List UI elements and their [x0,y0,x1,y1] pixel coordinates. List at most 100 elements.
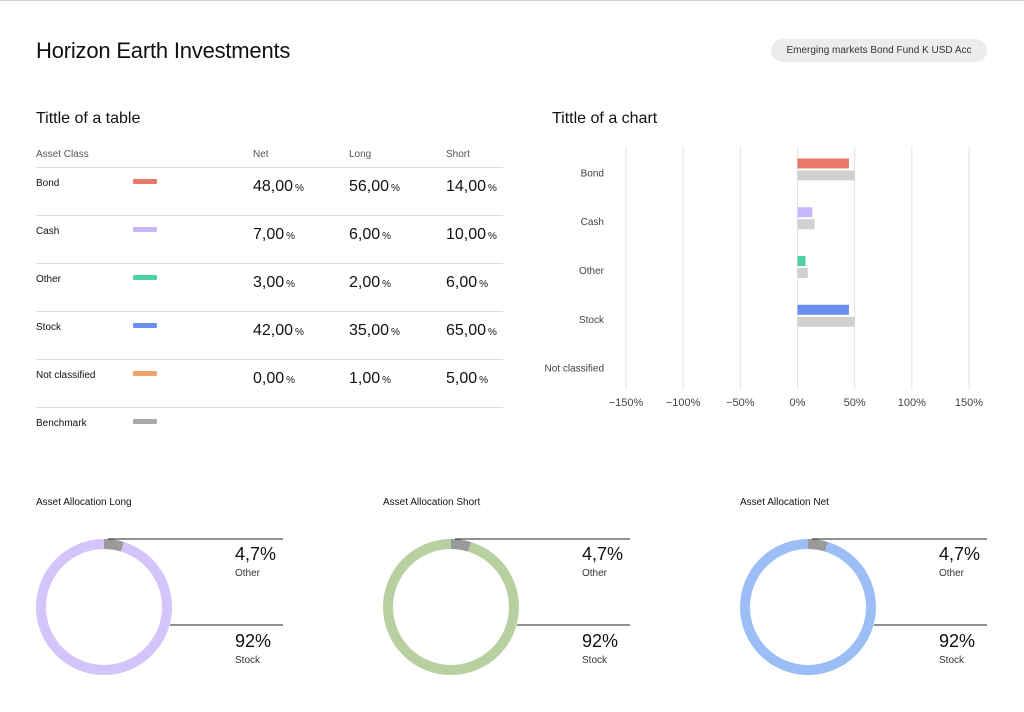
table-row: Bond 48,00% 56,00% 14,00% [36,168,503,216]
percent-sign: % [286,375,296,386]
percent-sign: % [295,183,304,194]
chart-title: Tittle of a chart [552,110,658,127]
value-long: 1,00% [349,370,391,388]
x-tick-label: −50% [726,397,755,409]
x-tick-label: 100% [898,397,926,409]
col-header-asset-class: Asset Class [36,149,89,160]
x-tick-label: −100% [666,397,701,409]
table-row: Stock 42,00% 35,00% 65,00% [36,312,503,360]
table-row: Not classified 0,00% 1,00% 5,00% [36,360,503,408]
value-short: 65,00% [446,322,497,340]
table-header: Asset Class Net Long Short [36,146,503,168]
legend-swatch [133,179,157,184]
asset-class-label: Benchmark [36,418,87,429]
stock-share-value: 92% [939,631,976,651]
allocation-table: Asset Class Net Long Short Bond 48,00% 56,… [36,146,503,455]
value-number: 1,00 [349,370,381,387]
legend-swatch [133,419,157,424]
other-share-value: 4,7% [235,544,277,564]
value-number: 7,00 [253,226,285,243]
percent-sign: % [391,327,400,338]
donut-segment-other [103,539,124,552]
fund-selector[interactable]: Emerging markets Bond Fund K USD Acc [771,39,987,62]
value-number: 2,00 [349,274,381,291]
legend-swatch [133,227,157,232]
col-header-net: Net [253,149,269,160]
x-tick-label: 50% [844,397,866,409]
col-header-short: Short [446,149,470,160]
asset-class-label: Bond [36,178,60,189]
bar-chart: −150% −100% −50% 0% 50% 100% 150% Bond Cash Other… [545,146,983,409]
percent-sign: % [382,375,392,386]
top-divider [0,0,1024,1]
bar-benchmark [797,219,815,230]
percent-sign: % [479,279,489,290]
other-share-label: Other [939,568,965,579]
page-title: Horizon Earth Investments [36,38,291,63]
y-category-label: Not classified [545,364,604,375]
value-short: 5,00% [446,370,488,388]
value-short: 6,00% [446,274,488,292]
percent-sign: % [286,279,296,290]
other-share-value: 4,7% [582,544,624,564]
donut-segment-stock [36,539,172,675]
other-share-label: Other [582,568,608,579]
table-body: Bond 48,00% 56,00% 14,00% Cash 7,00% 6,00% 10,0… [36,168,503,455]
donut-chart [740,538,987,675]
value-number: 0,00 [253,370,285,387]
stock-share-label: Stock [235,655,261,666]
stock-share-value: 92% [582,631,619,651]
percent-sign: % [488,327,497,338]
value-number: 10,00 [446,226,487,243]
other-share-value: 4,7% [939,544,981,564]
donut-chart [383,538,630,675]
table-row: Other 3,00% 2,00% 6,00% [36,264,503,312]
percent-sign: % [295,327,304,338]
table-row: Cash 7,00% 6,00% 10,00% [36,216,503,264]
donut-chart [36,538,283,675]
percent-sign: % [488,231,497,242]
bar-value [797,256,806,266]
value-number: 6,00 [349,226,381,243]
other-share-label: Other [235,568,261,579]
value-long: 6,00% [349,226,391,244]
legend-swatch [133,323,157,328]
stock-share-value: 92% [235,631,272,651]
x-tick-label: 150% [955,397,983,409]
y-category-label: Cash [581,217,604,228]
percent-sign: % [488,183,497,194]
legend-swatch [133,371,157,376]
donut-segment-other [807,539,828,552]
value-long: 56,00% [349,178,400,196]
value-number: 5,00 [446,370,478,387]
value-number: 35,00 [349,322,390,339]
value-number: 65,00 [446,322,487,339]
value-number: 48,00 [253,178,294,195]
y-category-label: Stock [579,315,605,326]
x-tick-label: −150% [609,397,644,409]
stock-share-label: Stock [939,655,965,666]
table-row: Benchmark [36,408,503,455]
col-header-long: Long [349,149,372,160]
value-net: 0,00% [253,370,295,388]
value-short: 14,00% [446,178,497,196]
bar-benchmark [797,316,855,327]
y-category-label: Other [579,266,605,277]
value-number: 6,00 [446,274,478,291]
bar-benchmark [797,268,808,278]
donut-segment-stock [383,539,519,675]
asset-class-label: Other [36,274,62,285]
bar-value [797,207,813,218]
percent-sign: % [382,279,392,290]
y-category-label: Bond [581,168,604,179]
donut-segment-stock [740,539,876,675]
value-number: 14,00 [446,178,487,195]
bar-benchmark [797,170,855,181]
percent-sign: % [382,231,392,242]
asset-class-label: Stock [36,322,62,333]
value-number: 56,00 [349,178,390,195]
asset-class-label: Cash [36,226,60,237]
value-net: 48,00% [253,178,304,196]
bar-value [797,158,849,169]
percent-sign: % [286,231,296,242]
